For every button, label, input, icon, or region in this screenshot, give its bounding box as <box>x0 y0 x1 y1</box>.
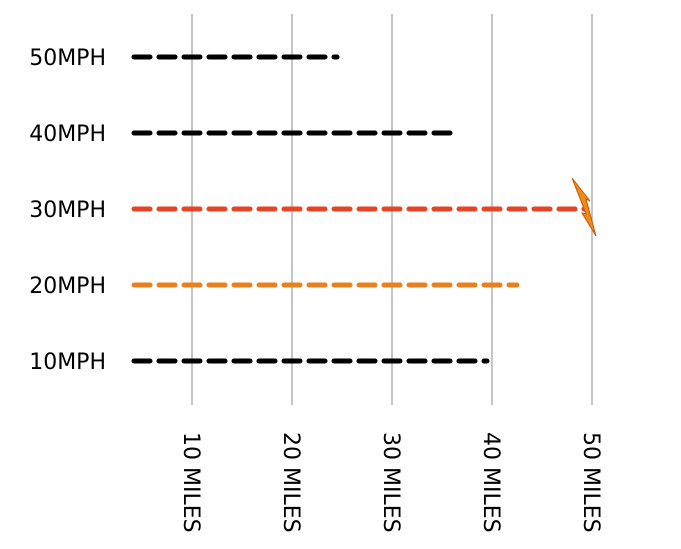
y-tick-label: 20MPH <box>29 274 106 299</box>
y-tick-label: 50MPH <box>29 46 106 71</box>
annotations <box>571 177 597 237</box>
x-tick-label: 30 MILES <box>378 432 403 533</box>
y-tick-label: 30MPH <box>29 198 106 223</box>
series-bars <box>131 54 590 364</box>
x-axis-labels: 10 MILES 20 MILES 30 MILES 40 MILES 50 MILES <box>178 432 603 533</box>
x-tick-label: 40 MILES <box>478 432 503 533</box>
y-tick-label: 10MPH <box>29 350 106 375</box>
x-tick-label: 20 MILES <box>278 432 303 533</box>
x-tick-label: 50 MILES <box>578 432 603 533</box>
lightning-bolt-icon <box>571 177 597 237</box>
y-tick-label: 40MPH <box>29 122 106 147</box>
x-tick-label: 10 MILES <box>178 432 203 533</box>
y-axis-labels: 10MPH 20MPH 30MPH 40MPH 50MPH <box>29 46 106 375</box>
